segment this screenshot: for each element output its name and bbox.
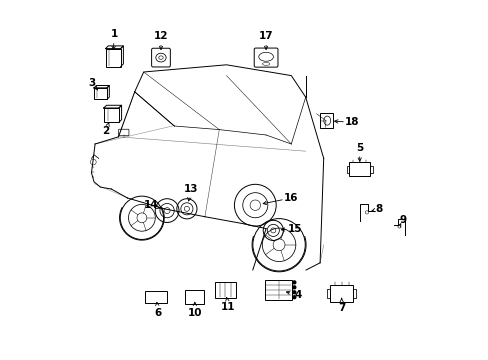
Bar xyxy=(105,49,121,67)
Circle shape xyxy=(292,296,295,299)
Text: 8: 8 xyxy=(375,204,382,214)
Text: 10: 10 xyxy=(187,308,202,318)
Text: 2: 2 xyxy=(102,126,109,136)
Circle shape xyxy=(292,286,295,289)
Bar xyxy=(145,291,167,303)
Text: 3: 3 xyxy=(88,78,95,88)
Text: 9: 9 xyxy=(399,215,406,225)
Text: 1: 1 xyxy=(110,29,118,39)
Bar xyxy=(264,280,292,300)
Bar xyxy=(94,88,107,99)
Text: 18: 18 xyxy=(345,117,359,127)
Text: 15: 15 xyxy=(287,224,302,234)
Text: 17: 17 xyxy=(258,31,273,41)
Text: 13: 13 xyxy=(183,184,198,194)
Text: 7: 7 xyxy=(337,303,345,313)
Bar xyxy=(215,282,235,298)
Text: 14: 14 xyxy=(143,200,158,210)
Text: 11: 11 xyxy=(221,302,235,312)
Text: 16: 16 xyxy=(284,193,298,203)
Bar xyxy=(348,162,369,176)
Text: 5: 5 xyxy=(355,143,363,153)
Circle shape xyxy=(292,281,295,284)
Text: 6: 6 xyxy=(154,308,162,318)
Bar xyxy=(103,108,119,122)
Text: 12: 12 xyxy=(153,31,168,41)
Text: 4: 4 xyxy=(294,290,302,300)
Bar xyxy=(329,285,353,302)
Bar xyxy=(185,290,204,304)
Circle shape xyxy=(292,291,295,294)
Bar xyxy=(319,113,333,128)
